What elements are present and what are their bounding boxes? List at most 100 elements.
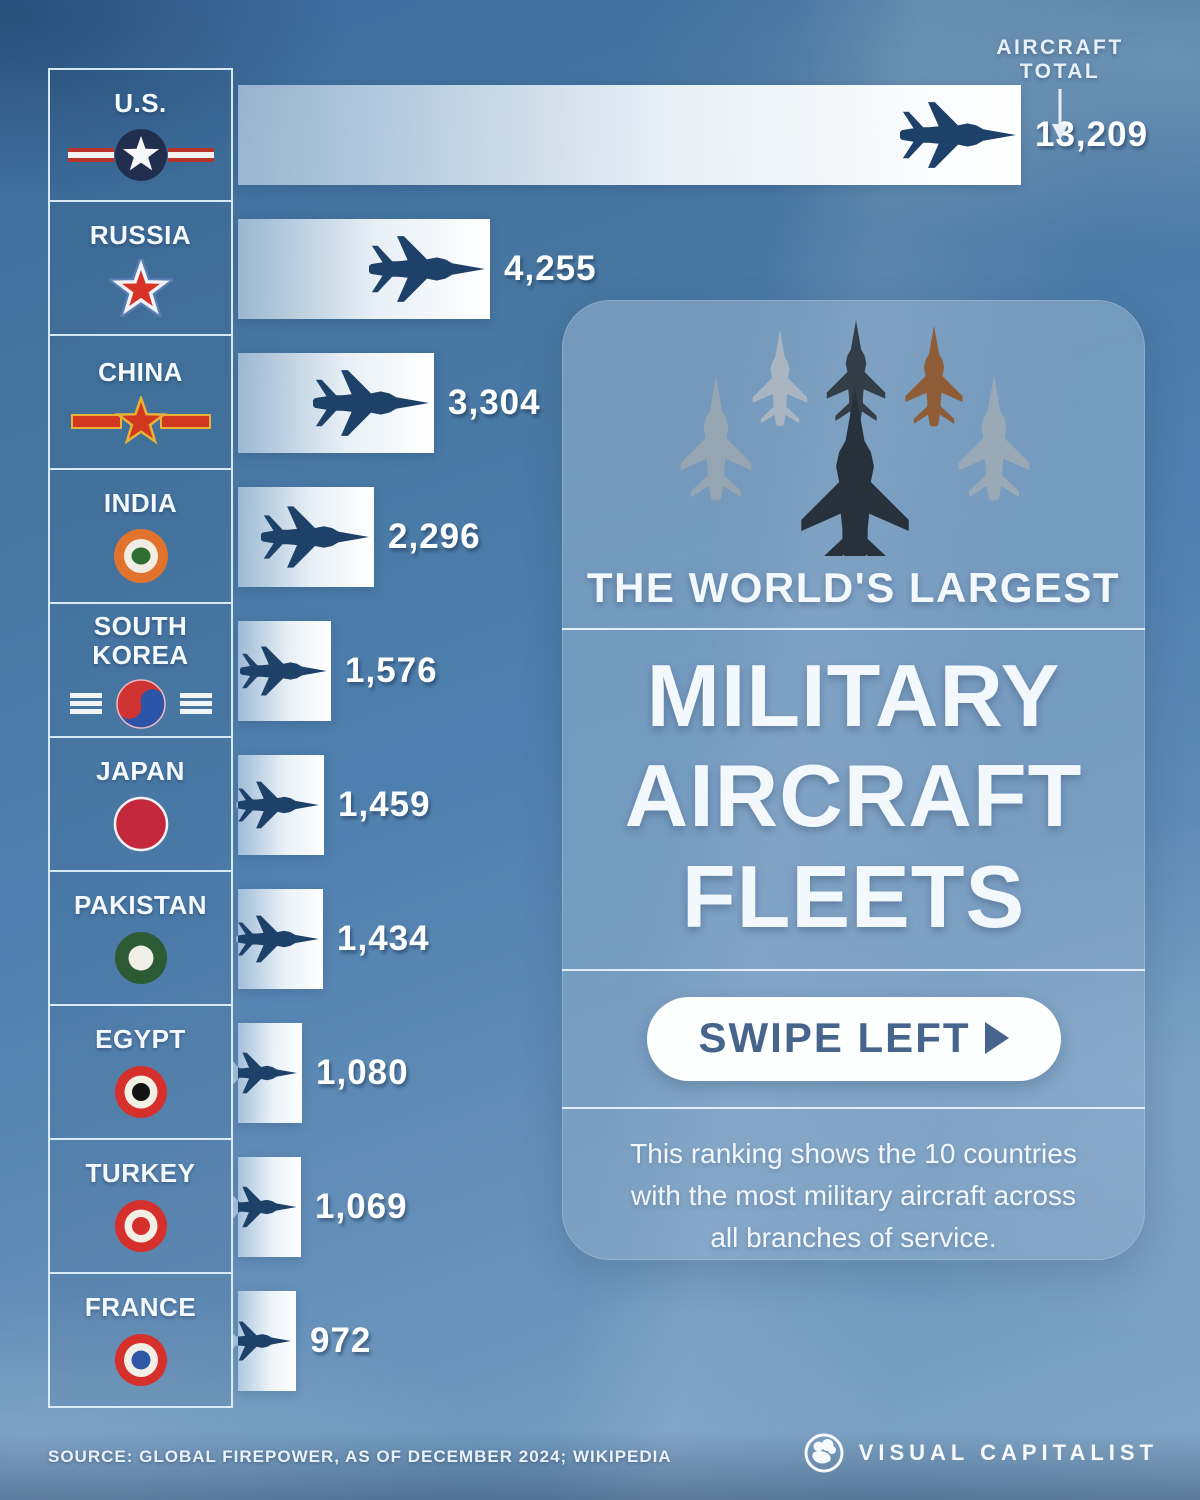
aircraft-total-annotation: AIRCRAFT TOTAL (955, 36, 1165, 142)
bar-value: 1,576 (345, 651, 438, 690)
panel-kicker: THE WORLD'S LARGEST (586, 564, 1121, 611)
india-air-force-roundel-icon (113, 528, 168, 583)
pakistan-roundel-icon (114, 931, 167, 984)
bar-value: 3,304 (448, 383, 541, 422)
country-label: EGYPT (95, 1024, 186, 1055)
country-cell-india: INDIA (48, 470, 233, 604)
bar-us (238, 85, 1021, 185)
down-arrow-icon (1052, 89, 1068, 140)
jet-silhouette-icon (238, 915, 318, 963)
country-label: FRANCE (84, 1292, 197, 1323)
jet-silhouette-icon (313, 370, 429, 436)
jet-silhouette-icon (238, 1186, 296, 1228)
bar-value: 1,459 (338, 785, 431, 824)
title-line-aircraft: AIRCRAFT (624, 746, 1083, 846)
japan-hinomaru-roundel-icon (113, 796, 168, 851)
bar-track: 4,255 (233, 202, 1188, 336)
bar-value: 13,209 (1035, 115, 1149, 154)
bar-track: 1,434 (233, 872, 1188, 1006)
fighter-jet-formation-image (680, 320, 1029, 556)
title-line-fleets: FLEETS (681, 846, 1026, 946)
bar-turkey (238, 1157, 301, 1257)
panel-description: This ranking shows the 10 countries with… (630, 1137, 1077, 1253)
panel-divider (562, 628, 1145, 630)
turkey-roundel-icon (114, 1199, 167, 1252)
bar-value: 2,296 (388, 517, 481, 556)
bar-track: 972 (233, 1274, 1188, 1408)
jet-silhouette-icon (238, 781, 319, 829)
page-title: MILITARY AIRCRAFT FLEETS (625, 646, 1083, 947)
us-air-force-roundel-icon (67, 128, 214, 181)
source-note: SOURCE: GLOBAL FIREPOWER, AS OF DECEMBER… (48, 1447, 672, 1466)
bar-track: 3,304 (233, 336, 1188, 470)
title-line-military: MILITARY (646, 646, 1061, 745)
jet-silhouette-icon (261, 506, 369, 568)
chart-row-china: CHINA 3,304 (48, 336, 1188, 470)
country-label: INDIA (103, 488, 178, 519)
country-label: CHINA (98, 357, 183, 388)
country-cell-japan: JAPAN (48, 738, 233, 872)
bar-south-korea (238, 621, 331, 721)
bar-track: 13,209 (233, 68, 1188, 202)
bar-value: 972 (310, 1321, 372, 1360)
chart-row-japan: JAPAN 1,459 (48, 738, 1188, 872)
chart-row-india: INDIA 2,296 (48, 470, 1188, 604)
chart-row-russia: RUSSIA 4,255 (48, 202, 1188, 336)
chart-row-south-korea: SOUTH KOREA 1,576 (48, 604, 1188, 738)
bar-value: 1,434 (337, 919, 430, 958)
chart-row-us: U.S. 13,209 (48, 68, 1188, 202)
fleet-bar-chart: U.S. 13,209 RUSSIA (48, 68, 1188, 1408)
chart-row-turkey: TURKEY 1,069 (48, 1140, 1188, 1274)
country-label: SOUTH KOREA (92, 611, 189, 670)
right-triangle-arrow-icon (984, 1021, 1009, 1054)
panel-divider (562, 968, 1145, 971)
swipe-left-button[interactable]: SWIPE LEFT (646, 996, 1061, 1081)
bar-china (238, 353, 434, 453)
bar-france (238, 1291, 296, 1391)
bar-value: 1,080 (316, 1053, 409, 1092)
brand-lockup: VISUAL CAPITALIST (803, 1432, 1158, 1474)
visual-capitalist-logo-icon (804, 1433, 844, 1473)
country-cell-egypt: EGYPT (48, 1006, 233, 1140)
country-cell-south-korea: SOUTH KOREA (48, 604, 233, 738)
bar-japan (238, 755, 324, 855)
bar-track: 1,576 (233, 604, 1188, 738)
bar-pakistan (238, 889, 323, 989)
center-info-panel: THE WORLD'S LARGEST MILITARY AIRCRAFT FL… (562, 300, 1145, 1260)
south-korea-taegeuk-roundel-icon (69, 678, 212, 729)
chart-row-pakistan: PAKISTAN 1,434 (48, 872, 1188, 1006)
country-label: TURKEY (85, 1158, 196, 1189)
bar-india (238, 487, 374, 587)
bar-egypt (238, 1023, 302, 1123)
egypt-roundel-icon (114, 1065, 167, 1118)
country-label: JAPAN (96, 756, 185, 787)
china-plaaf-roundel-icon (70, 395, 211, 445)
aircraft-total-label: AIRCRAFT TOTAL (996, 36, 1124, 83)
country-cell-russia: RUSSIA (48, 202, 233, 336)
country-label: U.S. (114, 88, 167, 119)
country-cell-china: CHINA (48, 336, 233, 470)
country-cell-france: FRANCE (48, 1274, 233, 1408)
bar-russia (238, 219, 490, 319)
france-roundel-icon (114, 1333, 167, 1386)
jet-silhouette-icon (238, 1321, 291, 1361)
country-label: PAKISTAN (73, 890, 208, 921)
bar-track: 1,069 (233, 1140, 1188, 1274)
bar-track: 1,459 (233, 738, 1188, 872)
panel-divider (562, 1106, 1145, 1109)
country-cell-turkey: TURKEY (48, 1140, 233, 1274)
country-label: RUSSIA (89, 220, 192, 251)
jet-silhouette-icon (238, 1052, 297, 1094)
brand-name: VISUAL CAPITALIST (858, 1440, 1158, 1465)
chart-row-france: FRANCE 972 (48, 1274, 1188, 1408)
swipe-left-label: SWIPE LEFT (698, 1013, 971, 1061)
russia-red-star-roundel-icon (108, 258, 173, 317)
country-cell-us: U.S. (48, 68, 233, 202)
bar-value: 4,255 (504, 249, 597, 288)
bar-track: 1,080 (233, 1006, 1188, 1140)
chart-row-egypt: EGYPT 1,080 (48, 1006, 1188, 1140)
bar-track: 2,296 (233, 470, 1188, 604)
bar-value: 1,069 (315, 1187, 408, 1226)
jet-silhouette-icon (369, 236, 485, 302)
jet-silhouette-icon (239, 646, 326, 696)
